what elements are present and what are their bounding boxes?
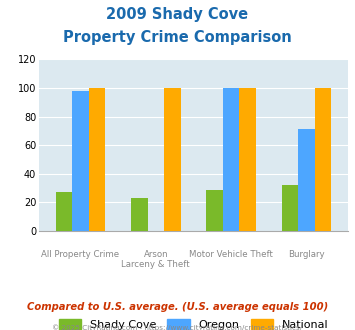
Bar bbox=[206, 189, 223, 231]
Text: Larceny & Theft: Larceny & Theft bbox=[121, 260, 190, 269]
Bar bbox=[239, 88, 256, 231]
Bar bbox=[315, 88, 331, 231]
Text: Motor Vehicle Theft: Motor Vehicle Theft bbox=[189, 249, 273, 259]
Text: Burglary: Burglary bbox=[288, 249, 325, 259]
Bar bbox=[89, 88, 105, 231]
Text: Compared to U.S. average. (U.S. average equals 100): Compared to U.S. average. (U.S. average … bbox=[27, 302, 328, 312]
Bar bbox=[282, 185, 298, 231]
Bar bbox=[298, 129, 315, 231]
Text: All Property Crime: All Property Crime bbox=[42, 249, 120, 259]
Text: Arson: Arson bbox=[143, 249, 168, 259]
Bar bbox=[56, 192, 72, 231]
Bar bbox=[72, 91, 89, 231]
Bar bbox=[131, 198, 148, 231]
Text: 2009 Shady Cove: 2009 Shady Cove bbox=[106, 7, 248, 21]
Text: Property Crime Comparison: Property Crime Comparison bbox=[63, 30, 292, 45]
Bar bbox=[223, 88, 239, 231]
Text: © 2025 CityRating.com - https://www.cityrating.com/crime-statistics/: © 2025 CityRating.com - https://www.city… bbox=[53, 324, 302, 330]
Legend: Shady Cove, Oregon, National: Shady Cove, Oregon, National bbox=[59, 319, 328, 330]
Bar bbox=[164, 88, 181, 231]
